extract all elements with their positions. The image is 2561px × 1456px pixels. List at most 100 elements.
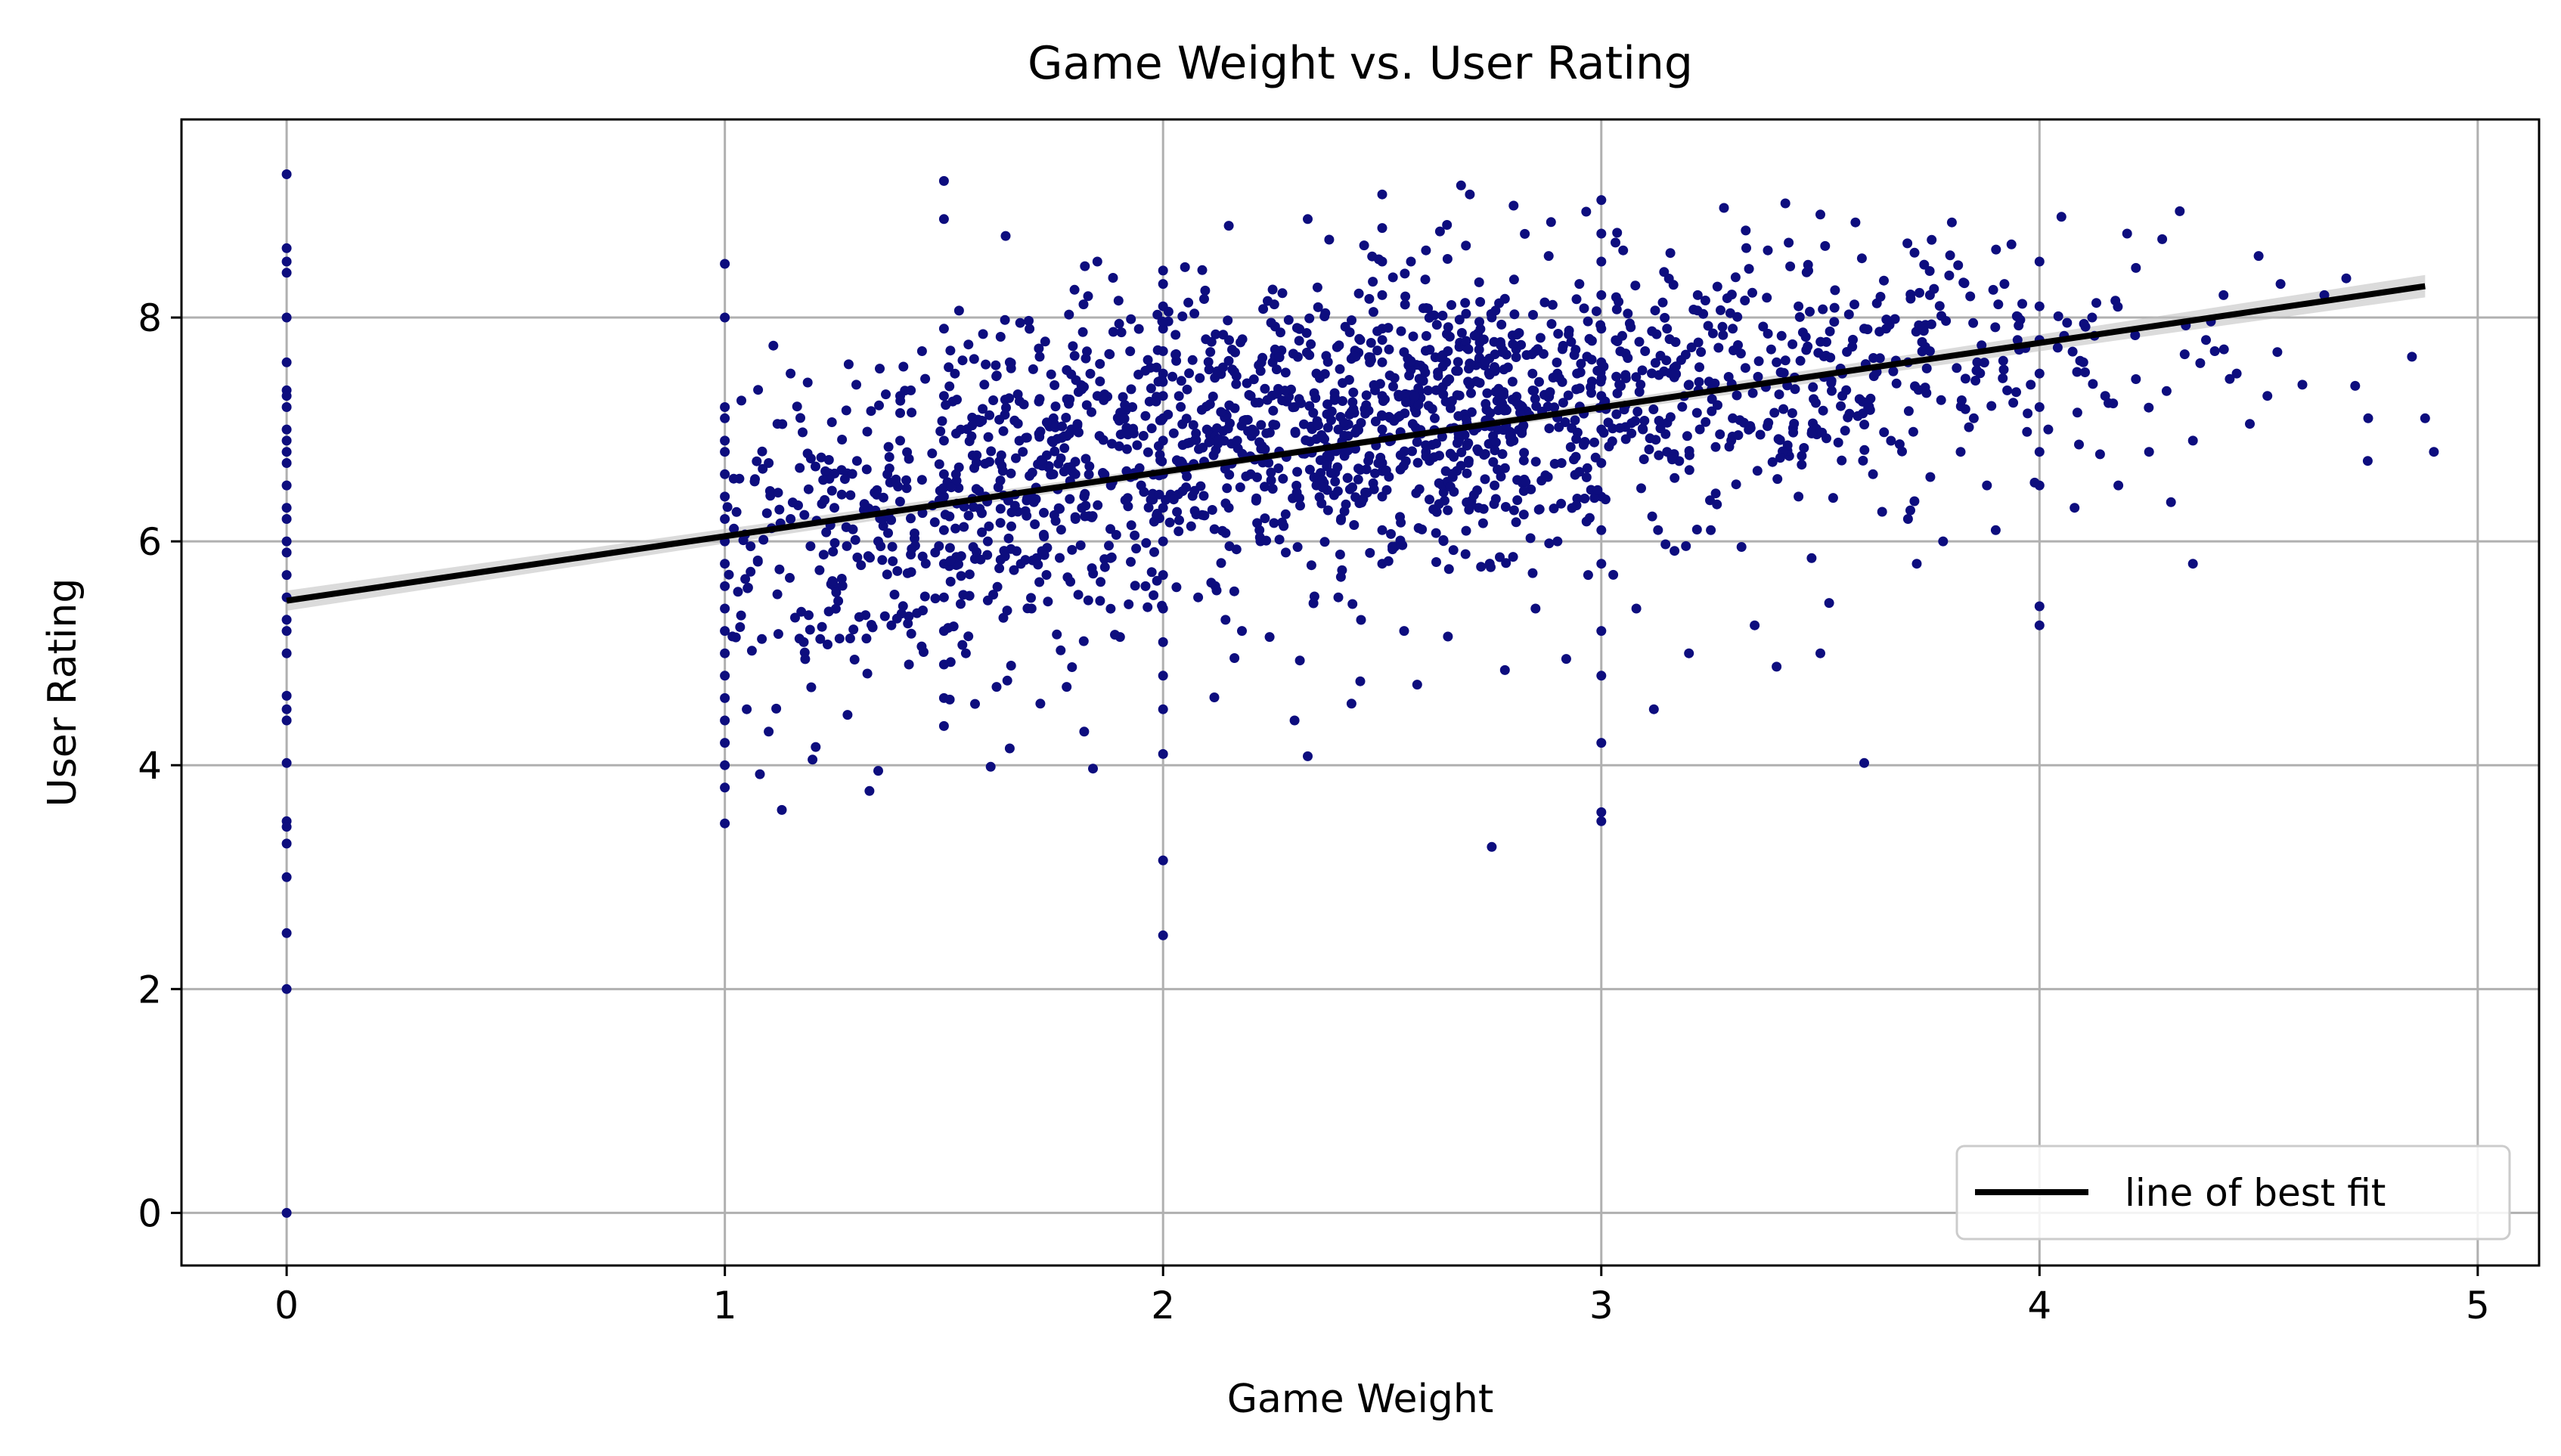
data-point (1535, 333, 1546, 343)
data-point (1531, 401, 1542, 411)
data-point (1252, 472, 1262, 482)
data-point (1303, 751, 1313, 761)
data-point (281, 391, 292, 401)
data-point (773, 629, 783, 640)
data-point (1237, 626, 1247, 637)
data-point (1670, 546, 1680, 556)
data-point (901, 475, 911, 485)
data-point (1087, 407, 1096, 417)
data-point (1715, 429, 1725, 439)
data-point (1527, 568, 1538, 578)
data-point (1480, 474, 1490, 485)
data-point (970, 699, 980, 709)
data-point (1747, 388, 1758, 398)
data-point (1945, 250, 1955, 261)
data-point (1143, 447, 1153, 457)
data-point (1596, 228, 1607, 239)
data-point (1130, 530, 1140, 541)
data-point (1903, 406, 1914, 417)
data-point (1815, 336, 1826, 347)
data-point (1170, 330, 1181, 340)
data-point (2407, 352, 2417, 362)
data-point (1683, 380, 1694, 390)
data-point (859, 499, 870, 510)
data-point (1473, 446, 1484, 457)
data-point (1595, 376, 1606, 387)
data-point (281, 357, 292, 367)
data-point (934, 541, 944, 551)
data-point (1970, 376, 1981, 386)
y-tick-label: 8 (138, 296, 162, 340)
data-point (1061, 413, 1071, 423)
data-point (1545, 387, 1555, 398)
data-point (1256, 420, 1267, 430)
data-point (1335, 572, 1346, 582)
data-point (892, 565, 903, 576)
data-point (1002, 675, 1012, 686)
data-point (1784, 237, 1794, 248)
data-point (937, 416, 947, 426)
data-point (1376, 410, 1387, 420)
data-point (1208, 392, 1218, 401)
data-point (1516, 401, 1527, 411)
data-point (1829, 317, 1840, 327)
data-point (1905, 290, 1916, 299)
data-point (1020, 506, 1031, 516)
data-point (1998, 364, 2009, 375)
data-point (774, 564, 785, 575)
data-point (1347, 599, 1358, 609)
data-point (991, 360, 1001, 370)
data-point (1926, 319, 1936, 330)
data-point (956, 599, 966, 609)
data-point (1272, 389, 1282, 399)
data-point (281, 626, 292, 637)
data-point (1414, 484, 1425, 494)
data-point (841, 522, 851, 532)
data-point (1068, 341, 1078, 352)
data-point (1067, 662, 1077, 672)
data-point (1021, 432, 1031, 443)
data-point (1407, 419, 1418, 429)
data-point (1069, 351, 1080, 361)
data-point (777, 419, 788, 429)
data-point (1124, 599, 1134, 609)
data-point (938, 214, 949, 225)
data-point (1108, 327, 1118, 337)
data-point (952, 395, 962, 405)
data-point (281, 822, 292, 832)
data-point (1463, 344, 1474, 355)
data-point (929, 517, 940, 528)
data-point (1958, 277, 1969, 288)
data-point (1207, 505, 1217, 515)
data-point (916, 346, 927, 356)
data-point (981, 359, 991, 370)
data-point (1990, 525, 2001, 535)
data-point (722, 502, 733, 513)
data-point (1059, 466, 1069, 477)
data-point (1442, 254, 1453, 264)
data-point (1034, 343, 1044, 354)
data-point (1366, 355, 1376, 365)
data-point (1000, 231, 1011, 241)
data-point (1421, 440, 1431, 451)
data-point (882, 569, 892, 580)
data-point (827, 576, 838, 587)
data-point (785, 572, 795, 583)
data-point (993, 482, 1003, 492)
data-point (1387, 541, 1397, 552)
data-point (1085, 368, 1096, 379)
data-point (1034, 429, 1044, 439)
data-point (753, 385, 764, 395)
data-point (1046, 369, 1056, 379)
data-point (1701, 417, 1711, 427)
data-point (1580, 494, 1590, 503)
data-point (1229, 586, 1239, 596)
data-point (964, 569, 975, 580)
data-point (1999, 279, 2010, 290)
data-point (1033, 559, 1043, 570)
data-point (1775, 367, 1786, 377)
data-point (720, 603, 730, 614)
data-point (1182, 471, 1192, 482)
data-point (1990, 322, 2001, 333)
